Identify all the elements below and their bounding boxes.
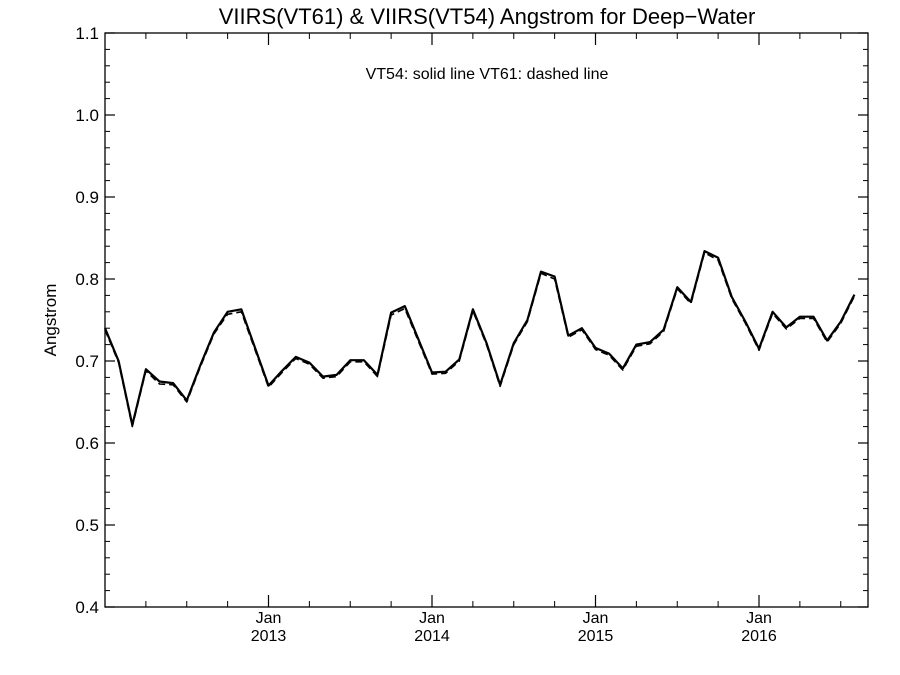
y-tick-label: 0.9 [75, 188, 99, 207]
y-tick-label: 0.6 [75, 434, 99, 453]
x-tick-label-month: Jan [746, 610, 772, 627]
y-tick-label: 1.1 [75, 24, 99, 43]
x-tick-label-month: Jan [583, 610, 609, 627]
x-tick-label-year: 2015 [578, 628, 614, 645]
y-tick-label: 1.0 [75, 106, 99, 125]
chart-annotation: VT54: solid line VT61: dashed line [366, 66, 609, 83]
x-tick-label-month: Jan [419, 610, 445, 627]
y-tick-label: 0.8 [75, 270, 99, 289]
y-tick-labels: 0.4 0.5 0.6 0.7 0.8 0.9 1.0 1.1 [75, 24, 99, 617]
series-lines [103, 250, 856, 428]
x-tick-label-month: Jan [256, 610, 282, 627]
x-tick-label-year: 2016 [741, 628, 777, 645]
plot-frame [104, 32, 869, 608]
y-axis-label: Angstrom [41, 284, 60, 357]
series-line-vt54 [103, 250, 856, 427]
chart-title: VIIRS(VT61) & VIIRS(VT54) Angstrom for D… [219, 4, 756, 29]
y-tick-label: 0.7 [75, 352, 99, 371]
series-line-vt61 [104, 252, 856, 428]
x-tick-label-year: 2014 [414, 628, 450, 645]
x-tick-label-year: 2013 [251, 628, 287, 645]
axis-ticks [104, 32, 868, 608]
y-tick-label: 0.5 [75, 516, 99, 535]
y-tick-label: 0.4 [75, 598, 99, 617]
